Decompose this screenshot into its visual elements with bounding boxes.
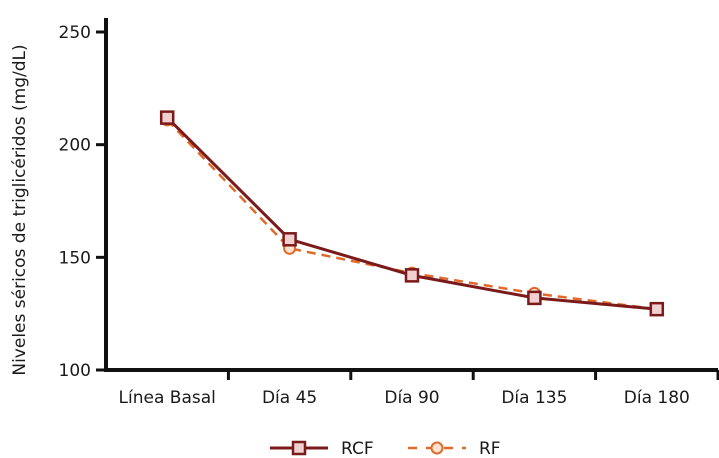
y-ticks: 100 150 200 250 xyxy=(59,23,106,381)
legend-label-rcf: RCF xyxy=(341,439,374,458)
data-point-rcf xyxy=(282,232,297,247)
x-tick-label: Día 45 xyxy=(262,388,317,408)
x-tick-label: Día 180 xyxy=(624,388,690,408)
x-tick-label: Día 90 xyxy=(384,388,439,408)
y-tick-label: 250 xyxy=(59,23,91,43)
legend: RCF RF xyxy=(270,439,501,458)
x-ticks: Línea Basal Día 45 Día 90 Día 135 Día 180 xyxy=(119,370,719,408)
y-tick-label: 150 xyxy=(59,248,91,268)
x-tick-label: Día 135 xyxy=(501,388,567,408)
data-point-rcf xyxy=(159,110,175,125)
y-tick-label: 100 xyxy=(59,361,91,381)
data-point-rcf xyxy=(649,301,665,317)
legend-label-rf: RF xyxy=(479,439,501,458)
legend-marker-rcf xyxy=(291,440,307,456)
data-point-rcf xyxy=(527,290,542,306)
y-tick-label: 200 xyxy=(59,136,91,156)
data-point-rcf xyxy=(404,268,420,283)
legend-marker-rf xyxy=(430,441,444,455)
x-tick-label: Línea Basal xyxy=(119,388,216,408)
y-axis-title: Niveles séricos de triglicéridos (mg/dL) xyxy=(10,44,30,375)
series-layer xyxy=(159,110,665,317)
